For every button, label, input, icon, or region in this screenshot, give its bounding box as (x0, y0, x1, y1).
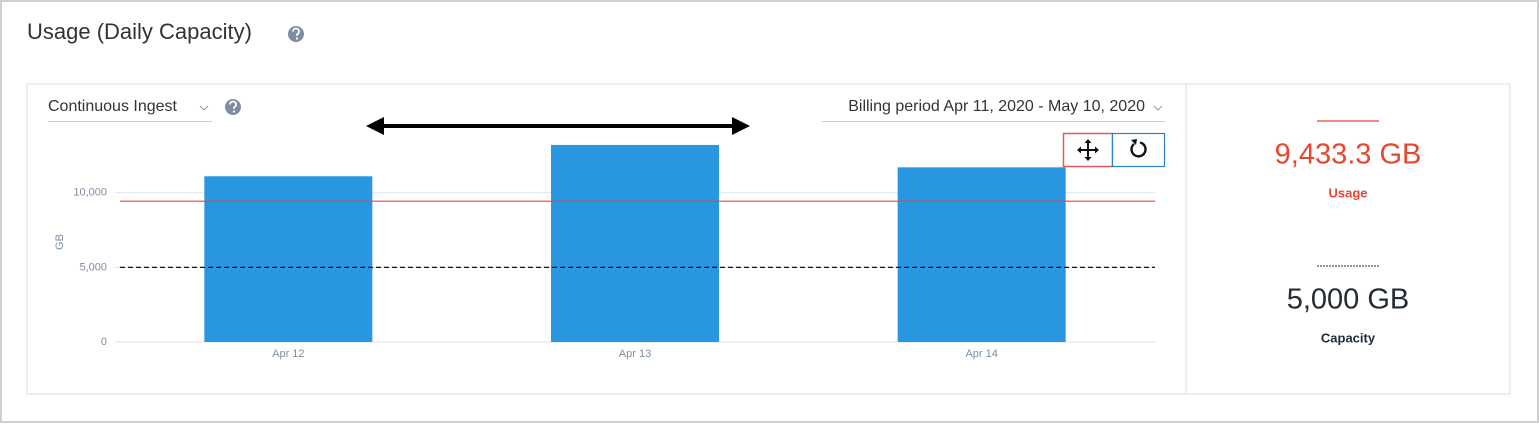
page-title: Usage (Daily Capacity) (27, 19, 252, 44)
help-icon[interactable] (288, 26, 304, 42)
ingest-dropdown[interactable]: Continuous Ingest (48, 98, 212, 122)
bar (551, 144, 719, 342)
bar (204, 176, 373, 342)
reset-button[interactable] (1111, 132, 1166, 168)
dropdown-label: Billing period Apr 11, 2020 - May 10, 20… (848, 98, 1145, 115)
y-tick-label: 5,000 (79, 261, 107, 273)
y-tick-label: 0 (101, 336, 107, 348)
help-icon[interactable] (225, 99, 241, 115)
dropdown-label: Continuous Ingest (48, 98, 178, 115)
x-tick-label: Apr 13 (619, 348, 651, 360)
x-tick-label: Apr 12 (272, 348, 304, 360)
billing-dropdown[interactable]: Billing period Apr 11, 2020 - May 10, 20… (822, 98, 1165, 122)
summary-label: Usage (1328, 185, 1367, 200)
summary-value: 9,433.3 GB (1275, 139, 1422, 171)
double-arrow (366, 117, 750, 135)
summary: 9,433.3 GB Usage 5,000 GB Capacity (1275, 120, 1422, 345)
x-tick-label: Apr 14 (965, 348, 997, 360)
summary-value: 5,000 GB (1287, 284, 1410, 316)
bar (897, 167, 1066, 342)
y-tick-label: 10,000 (73, 187, 107, 199)
chart: 0 5,000 10,000 GB Apr 12 Apr 13 Apr 14 (54, 144, 1155, 360)
y-axis-label: GB (54, 234, 66, 250)
summary-label: Capacity (1321, 330, 1376, 345)
pan-button[interactable] (1062, 132, 1114, 168)
